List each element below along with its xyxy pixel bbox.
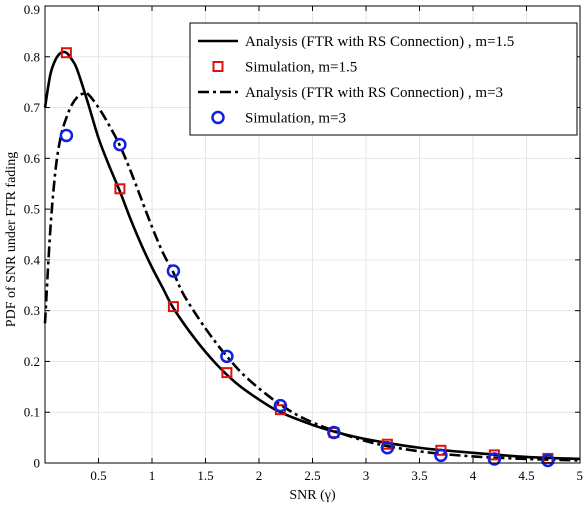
series-3-circle-marker (327, 425, 341, 440)
series-1-square-marker (435, 444, 447, 456)
y-tick-label: 0.7 (24, 100, 41, 115)
x-tick-label: 1 (149, 468, 156, 483)
x-tick-label: 4 (470, 468, 477, 483)
y-axis-label: PDF of SNR under FTR fading (4, 152, 19, 327)
series-3-circle-marker (434, 448, 448, 463)
y-tick-label: 0.8 (24, 49, 40, 64)
series-3-circle-marker (220, 349, 234, 364)
series-3-circle-marker (113, 137, 127, 152)
y-tick-label: 0.6 (24, 151, 41, 166)
series-line-2 (43, 91, 581, 462)
legend-circle-marker (211, 110, 225, 125)
x-tick-label: 5 (577, 468, 584, 483)
axis-ticks: 0.5 1 1.5 2 2.5 3 3.5 4 4.5 5 0 0.1 0.2 0.3 0.4 0.5 0.6 0… (24, 2, 583, 483)
legend-entry-label: Analysis (FTR with RS Connection) , m=3 (245, 85, 503, 101)
series-1-square-marker (114, 183, 126, 195)
x-tick-label: 3 (363, 468, 370, 483)
y-tick-label: 0.1 (24, 405, 40, 420)
series-3-circle-marker (273, 398, 288, 413)
x-tick-label: 3.5 (411, 468, 427, 483)
y-tick-label: 0.2 (24, 354, 40, 369)
plot-series (43, 47, 581, 468)
y-tick-label: 0.9 (24, 2, 40, 17)
x-tick-label: 2.5 (304, 468, 320, 483)
y-tick-label: 0.3 (24, 303, 40, 318)
x-tick-label: 2 (256, 468, 263, 483)
series-3-circle-marker (59, 128, 74, 143)
series-1-square-marker (60, 47, 72, 59)
legend-entry-label: Simulation, m=1.5 (245, 60, 357, 76)
x-tick-label: 0.5 (90, 468, 106, 483)
x-tick-label: 4.5 (518, 468, 534, 483)
legend: Analysis (FTR with RS Connection) , m=1.… (189, 22, 578, 136)
x-tick-label: 1.5 (197, 468, 213, 483)
legend-square-marker (212, 61, 224, 72)
legend-entry-label: Analysis (FTR with RS Connection) , m=1.… (245, 34, 514, 50)
series-3-circle-marker (487, 452, 502, 466)
series-1-square-marker (221, 367, 233, 379)
y-tick-label: 0.4 (24, 252, 41, 267)
y-tick-label: 0.5 (24, 202, 40, 217)
series-3-circle-marker (166, 264, 181, 278)
series-3-circle-marker (541, 453, 555, 468)
legend-entry-label: Simulation, m=3 (245, 111, 346, 127)
x-axis-label: SNR (γ) (289, 488, 336, 503)
legend-box (189, 22, 578, 136)
series-1-square-marker (167, 301, 179, 313)
series-3-circle-marker (380, 441, 395, 455)
y-tick-label: 0 (34, 456, 41, 471)
